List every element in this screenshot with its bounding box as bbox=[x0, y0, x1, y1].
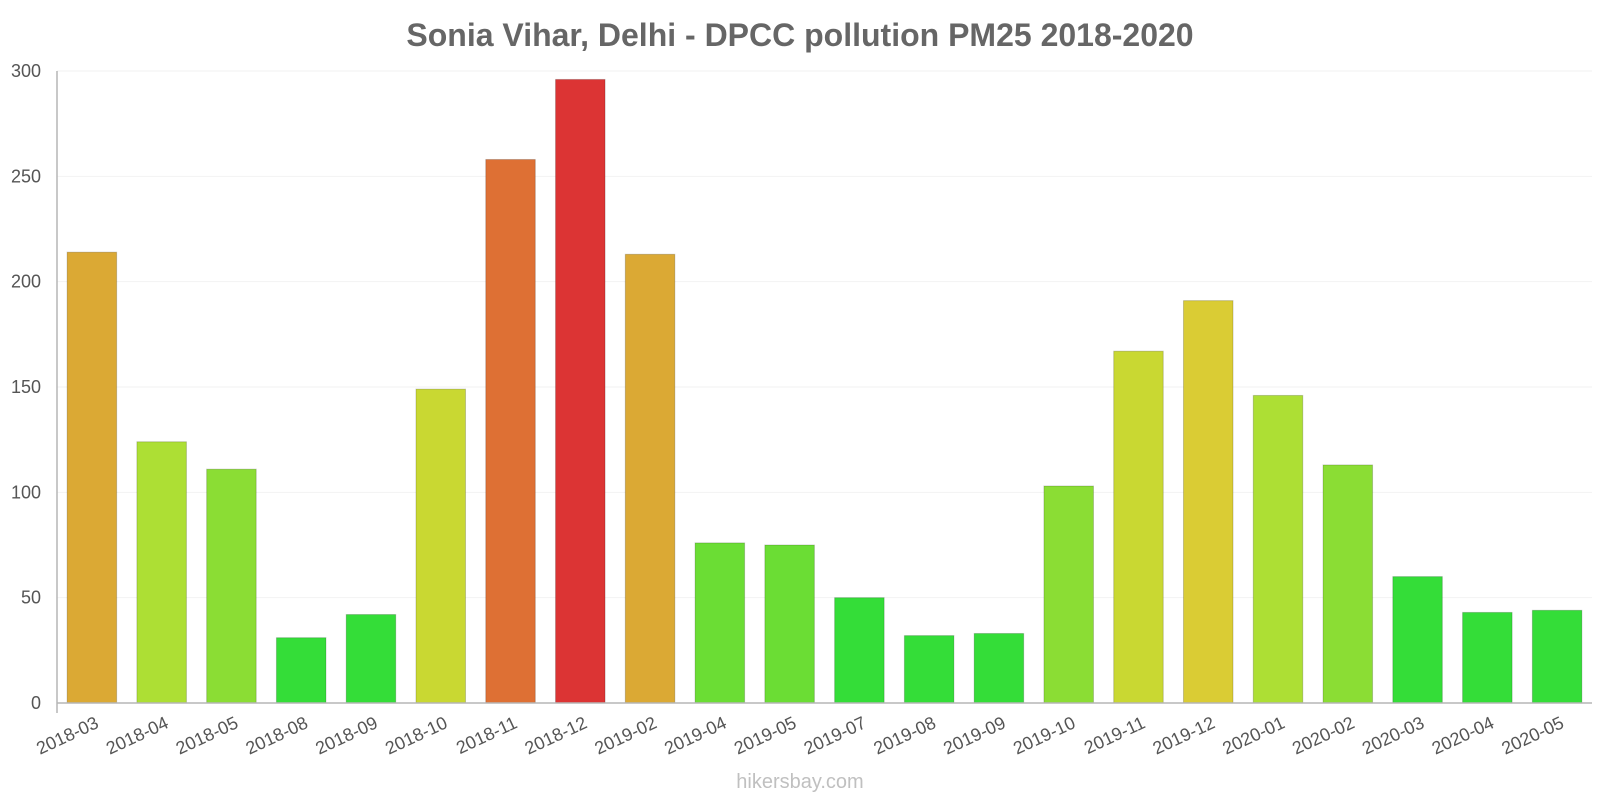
x-tick-label: 2019-02 bbox=[591, 712, 659, 758]
bar-2018-09 bbox=[345, 614, 397, 704]
y-axis: 0 50 100 150 200 250 300 bbox=[11, 61, 58, 713]
y-tick-label: 300 bbox=[11, 61, 41, 81]
x-tick-label: 2019-05 bbox=[731, 712, 799, 758]
bar-2019-11 bbox=[1113, 350, 1164, 704]
x-tick-label: 2019-12 bbox=[1150, 712, 1218, 758]
bar-2018-04 bbox=[136, 441, 187, 704]
y-tick-label: 250 bbox=[11, 166, 41, 186]
y-tick-label: 150 bbox=[11, 377, 41, 397]
x-tick-label: 2020-01 bbox=[1219, 712, 1287, 758]
x-tick-label: 2018-03 bbox=[33, 712, 101, 758]
bar-2020-03 bbox=[1392, 576, 1443, 704]
bar-2019-08 bbox=[903, 635, 955, 704]
chart-title: Sonia Vihar, Delhi - DPCC pollution PM25… bbox=[406, 17, 1193, 53]
bar-2018-11 bbox=[485, 158, 536, 704]
x-tick-label: 2019-11 bbox=[1081, 712, 1148, 757]
x-tick-label: 2018-04 bbox=[103, 712, 171, 758]
credit-text: hikersbay.com bbox=[736, 771, 863, 793]
x-tick-label: 2020-05 bbox=[1498, 712, 1566, 758]
x-tick-label: 2018-09 bbox=[312, 712, 380, 758]
bar-2020-04 bbox=[1462, 611, 1513, 704]
x-tick-label: 2019-10 bbox=[1010, 712, 1078, 758]
x-tick-label: 2018-12 bbox=[522, 712, 590, 758]
bar-2018-05 bbox=[206, 468, 257, 704]
bar-2019-05 bbox=[764, 544, 815, 704]
bar-2019-10 bbox=[1043, 485, 1094, 704]
x-tick-label: 2018-10 bbox=[382, 712, 450, 758]
bar-2019-07 bbox=[834, 597, 885, 704]
x-tick-label: 2019-09 bbox=[940, 712, 1008, 758]
x-tick-label: 2019-07 bbox=[801, 712, 869, 758]
y-tick-label: 100 bbox=[11, 482, 41, 502]
x-tick-label: 2018-08 bbox=[243, 712, 311, 758]
x-tick-label: 2019-08 bbox=[871, 712, 939, 758]
bar-2018-08 bbox=[275, 637, 327, 704]
bar-2020-02 bbox=[1322, 464, 1374, 704]
bar-2019-02 bbox=[624, 253, 676, 704]
bars bbox=[66, 78, 1583, 704]
bar-2018-10 bbox=[415, 388, 467, 704]
bar-2019-04 bbox=[694, 542, 746, 704]
bar-2020-05 bbox=[1531, 609, 1583, 704]
y-tick-label: 50 bbox=[21, 588, 41, 608]
bar-2019-09 bbox=[973, 632, 1025, 704]
bar-2020-01 bbox=[1252, 394, 1304, 704]
bar-2018-12 bbox=[555, 78, 606, 704]
x-axis: 2018-03 2018-04 2018-05 2018-08 2018-09 2018-… bbox=[33, 702, 1592, 759]
bar-2019-12 bbox=[1182, 300, 1234, 704]
bar-2018-03 bbox=[66, 251, 118, 704]
y-tick-label: 200 bbox=[11, 272, 41, 292]
y-tick-label: 0 bbox=[31, 693, 41, 713]
x-tick-label: 2019-04 bbox=[661, 712, 729, 758]
x-tick-label: 2018-05 bbox=[173, 712, 241, 758]
x-tick-label: 2020-02 bbox=[1289, 712, 1357, 758]
x-tick-label: 2020-04 bbox=[1429, 712, 1497, 758]
x-tick-label: 2018-11 bbox=[453, 712, 520, 757]
x-tick-label: 2020-03 bbox=[1359, 712, 1427, 758]
